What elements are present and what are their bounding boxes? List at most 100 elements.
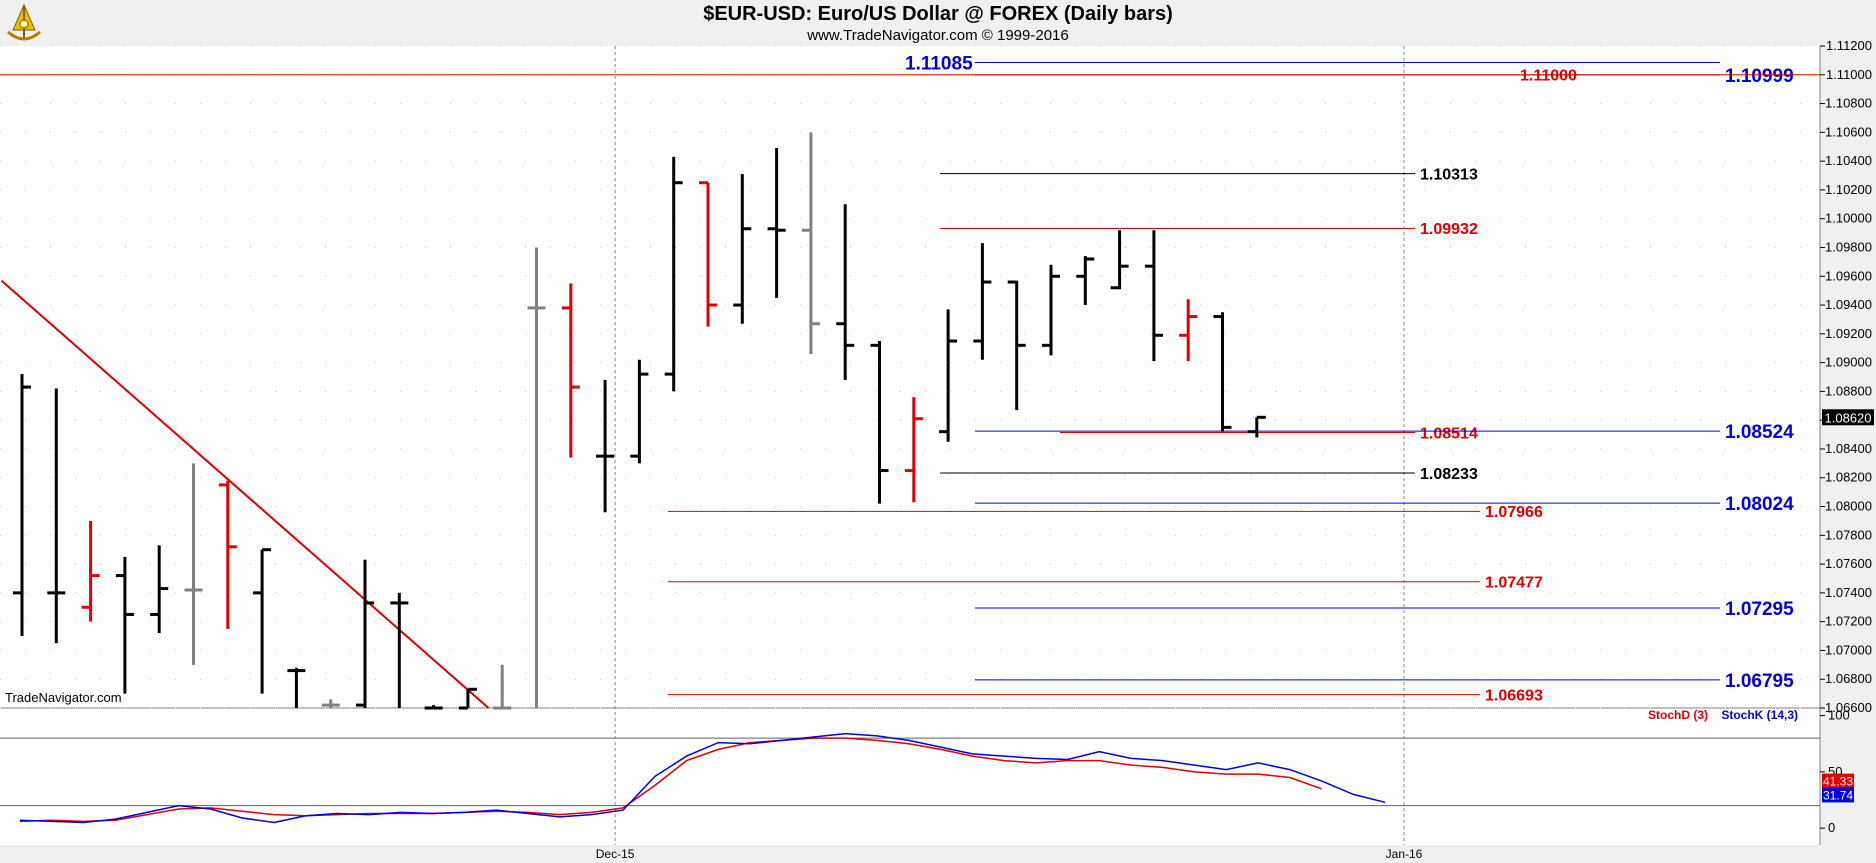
ohlc-bar	[218, 480, 237, 629]
level-label: 1.08233	[1420, 466, 1478, 483]
ohlc-bar	[699, 181, 717, 327]
ohlc-bar	[1076, 256, 1095, 306]
price-axis: 1.11200 1.11000 1.10800 1.10600 1.10400 1.102…	[1820, 38, 1874, 715]
ohlc-bar	[321, 699, 340, 708]
price-tick-label: 1.10200	[1825, 182, 1872, 197]
last-price-label: 1.08620	[1825, 410, 1872, 425]
price-tick-label: 1.11200	[1826, 38, 1872, 53]
stochastic-legend: StochD (3) StochK (14,3)	[1648, 708, 1798, 722]
ohlc-bar	[150, 545, 169, 634]
price-tick-label: 1.09800	[1825, 239, 1872, 254]
date-axis: Dec-15 Jan-16	[596, 847, 1423, 861]
ohlc-bar	[1179, 299, 1198, 362]
chart-subtitle: www.TradeNavigator.com © 1999-2016	[807, 27, 1069, 44]
ohlc-bar	[939, 309, 958, 442]
price-tick-label: 1.11000	[1826, 67, 1872, 82]
price-tick-label: 1.10000	[1825, 211, 1872, 226]
ohlc-bar	[870, 341, 889, 504]
price-tick-label: 1.10400	[1825, 153, 1872, 168]
level-lines: 1.11085 1.10999 1.11000 1.10313 1.09932 1.085…	[0, 53, 1820, 704]
ohlc-bar	[801, 132, 820, 354]
ohlc-bar	[356, 559, 374, 708]
price-bars	[13, 132, 1266, 710]
level-label: 1.08024	[1725, 494, 1794, 515]
ohlc-bar	[458, 687, 477, 710]
last-price-box	[1822, 409, 1874, 426]
stoch-tick-label: 0	[1828, 820, 1835, 835]
ohlc-bar	[561, 283, 580, 458]
ohlc-bar	[836, 204, 855, 380]
level-label: 1.08524	[1725, 422, 1794, 443]
price-tick-label: 1.10800	[1825, 96, 1872, 111]
price-tick-label: 1.07200	[1825, 614, 1872, 629]
price-tick-label: 1.08000	[1825, 499, 1872, 514]
date-label: Dec-15	[596, 847, 635, 861]
ohlc-bar	[767, 148, 786, 298]
price-tick-label: 1.08400	[1825, 441, 1872, 456]
level-label: 1.09932	[1420, 221, 1478, 238]
chart-title: $EUR-USD: Euro/US Dollar @ FOREX (Daily …	[703, 3, 1173, 25]
price-tick-label: 1.06800	[1825, 671, 1872, 686]
trendline	[0, 279, 490, 709]
price-tick-label: 1.07600	[1825, 556, 1872, 571]
price-tick-label: 1.09400	[1825, 297, 1872, 312]
ohlc-bar	[81, 520, 100, 622]
ohlc-bar	[253, 548, 272, 694]
ohlc-bar	[115, 556, 134, 694]
ohlc-bar	[904, 397, 923, 503]
level-label: 1.10999	[1725, 66, 1794, 87]
ohlc-bar	[390, 592, 409, 708]
stochd-line	[19, 737, 1322, 823]
chart-grid	[0, 45, 1876, 863]
ohlc-bar	[1144, 230, 1163, 362]
price-tick-label: 1.08200	[1825, 470, 1872, 485]
price-tick-label: 1.08800	[1825, 383, 1872, 398]
stochk-line	[19, 732, 1386, 824]
level-label: 1.10313	[1420, 166, 1478, 183]
axis-background	[1820, 46, 1876, 845]
ohlc-bar	[1213, 312, 1232, 432]
price-tick-label: 1.09200	[1825, 326, 1872, 341]
ohlc-bar	[287, 667, 306, 708]
price-tick-label: 1.06600	[1825, 700, 1872, 715]
stoch-tick-label: 100	[1828, 708, 1850, 723]
date-label: Jan-16	[1386, 847, 1423, 861]
stochd-value-box	[1822, 773, 1854, 789]
level-label: 1.08514	[1420, 425, 1478, 442]
ohlc-bar	[630, 359, 649, 464]
ohlc-bar	[527, 247, 546, 708]
level-label: 1.11085	[905, 53, 973, 74]
level-label: 1.06693	[1485, 687, 1543, 704]
ohlc-bar	[424, 705, 443, 710]
ohlc-bar	[47, 388, 66, 644]
ohlc-bar	[1247, 415, 1266, 438]
ohlc-bar	[184, 463, 203, 665]
ohlc-bar	[1042, 264, 1060, 356]
price-tick-label: 1.10600	[1825, 124, 1872, 139]
stochk-value: 31.74	[1823, 788, 1853, 802]
price-tick-label: 1.07800	[1825, 527, 1872, 542]
chart-header: $EUR-USD: Euro/US Dollar @ FOREX (Daily …	[0, 0, 1876, 46]
ohlc-bar	[733, 174, 752, 324]
level-label: 1.07295	[1725, 599, 1794, 620]
level-label: 1.11000	[1520, 68, 1577, 85]
price-tick-label: 1.09600	[1825, 268, 1872, 283]
ohlc-bar	[1110, 230, 1129, 290]
ohlc-bar	[596, 379, 615, 513]
price-tick-label: 1.09000	[1825, 355, 1872, 370]
stochk-legend: StochK (14,3)	[1721, 708, 1799, 722]
tradenavigator-logo-icon	[4, 2, 44, 44]
level-label: 1.07966	[1485, 504, 1543, 521]
stochd-legend: StochD (3)	[1648, 708, 1708, 722]
price-tick-label: 1.07400	[1825, 585, 1872, 600]
trendline-segment	[0, 279, 490, 709]
date-axis-background	[0, 845, 1876, 863]
stochk-value-box	[1822, 787, 1854, 803]
ohlc-bar	[493, 664, 512, 710]
ohlc-bar	[664, 156, 683, 392]
ohlc-bar	[13, 374, 31, 637]
stochd-value: 41.33	[1823, 775, 1853, 789]
level-label: 1.06795	[1725, 671, 1794, 692]
